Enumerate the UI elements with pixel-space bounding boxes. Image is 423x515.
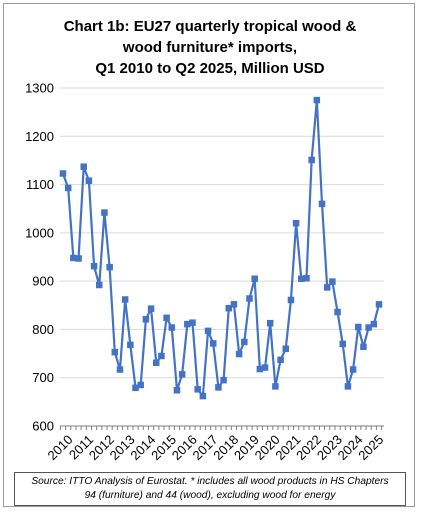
data-point	[329, 278, 336, 285]
data-point	[334, 308, 341, 316]
data-point	[127, 341, 134, 349]
data-point	[64, 184, 72, 192]
data-point	[235, 350, 243, 358]
data-point	[152, 359, 160, 366]
y-axis-tick-labels: 600 700 800 900 1000 1100 1200 1300	[25, 81, 54, 434]
data-point	[365, 324, 372, 331]
y-tick-label-900: 900	[32, 274, 54, 289]
data-point	[256, 365, 264, 373]
y-tick-label-1200: 1200	[25, 129, 54, 144]
source-note: Source: ITTO Analysis of Eurostat. * inc…	[14, 472, 406, 506]
data-point	[370, 320, 378, 328]
data-point	[308, 156, 315, 164]
data-point	[147, 305, 155, 312]
data-point	[272, 383, 279, 390]
data-point	[132, 384, 139, 392]
data-point	[137, 381, 144, 389]
data-point	[178, 371, 186, 378]
y-tick-label-800: 800	[32, 322, 54, 337]
data-point	[313, 96, 321, 104]
data-point	[282, 345, 290, 352]
data-point	[209, 340, 217, 347]
data-point	[75, 255, 82, 262]
data-point	[90, 262, 98, 270]
data-point	[287, 296, 295, 304]
y-tick-label-1000: 1000	[25, 225, 54, 240]
x-axis	[59, 426, 383, 430]
chart-title-line-2: wood furniture* imports,	[122, 39, 298, 56]
data-point	[349, 366, 357, 373]
data-point	[173, 387, 181, 394]
x-axis-tick-labels: 2010201120122013201420152016201720182019…	[44, 432, 386, 463]
data-point	[215, 384, 222, 391]
source-note-line-2: 94 (furniture) and 44 (wood), excluding …	[84, 490, 336, 501]
data-point	[251, 275, 258, 282]
data-point	[225, 304, 233, 312]
data-point	[194, 386, 201, 393]
data-point	[360, 343, 367, 351]
y-tick-label-700: 700	[32, 370, 54, 385]
data-point	[355, 323, 362, 331]
data-point	[199, 392, 207, 400]
data-point	[318, 200, 326, 208]
data-point	[121, 296, 129, 303]
data-point	[230, 301, 238, 308]
data-point	[298, 275, 305, 282]
data-point	[189, 319, 196, 326]
x-tick-label-2025: 2025	[355, 432, 386, 463]
data-point	[70, 254, 77, 262]
data-point	[220, 376, 227, 384]
data-point	[111, 348, 119, 356]
data-point	[85, 177, 93, 184]
data-point	[106, 263, 113, 271]
chart-title-line-1: Chart 1b: EU27 quarterly tropical wood &	[63, 18, 357, 35]
chart-title-line-3: Q1 2010 to Q2 2025, Million USD	[95, 60, 325, 77]
series-line	[61, 98, 381, 398]
data-point	[344, 383, 352, 390]
data-point	[142, 316, 150, 323]
gridlines	[60, 87, 384, 427]
line-chart: 600 700 800 900 1000 1100 1200 1300 20102011201…	[25, 81, 386, 464]
data-point	[158, 352, 165, 360]
data-point	[261, 364, 269, 371]
y-tick-label-1300: 1300	[25, 81, 54, 96]
y-tick-label-600: 600	[32, 419, 54, 434]
data-point	[323, 284, 331, 291]
data-point	[246, 295, 253, 302]
data-point	[163, 314, 170, 322]
data-point	[101, 209, 108, 216]
data-point	[204, 327, 212, 335]
data-point	[303, 274, 310, 282]
data-point	[184, 320, 191, 328]
data-point	[168, 324, 176, 331]
data-point	[266, 319, 274, 327]
data-point	[80, 163, 87, 170]
data-point	[292, 219, 300, 227]
data-point	[277, 356, 284, 364]
data-point	[96, 281, 103, 289]
source-note-line-1: Source: ITTO Analysis of Eurostat. * inc…	[31, 476, 389, 487]
data-point	[59, 170, 67, 177]
data-point	[241, 338, 248, 346]
chart-title: Chart 1b: EU27 quarterly tropical wood &…	[4, 16, 416, 79]
data-point	[375, 301, 383, 308]
data-point	[116, 366, 124, 373]
y-tick-label-1100: 1100	[26, 177, 54, 192]
series-imports	[59, 96, 383, 400]
data-point	[339, 340, 346, 348]
chart-frame: Chart 1b: EU27 quarterly tropical wood &…	[3, 3, 415, 507]
